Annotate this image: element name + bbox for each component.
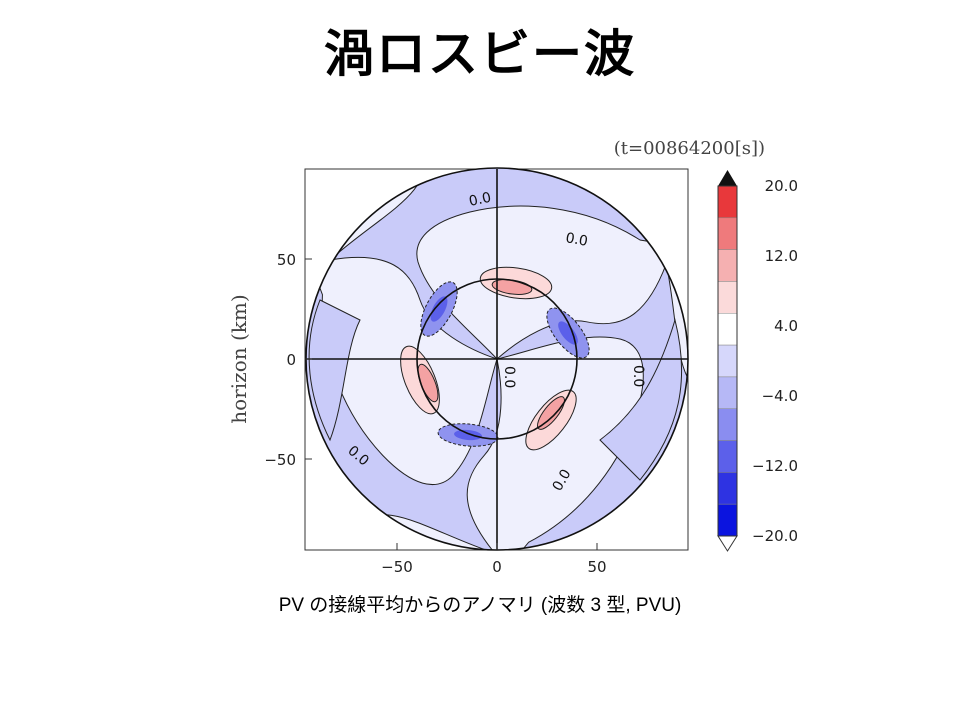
colorbar-max-arrow xyxy=(718,170,737,186)
y-tick-label: 50 xyxy=(277,251,296,269)
colorbar-level xyxy=(717,281,738,314)
colorbar-level xyxy=(717,408,738,441)
colorbar-level xyxy=(717,376,738,409)
contour-label: 0.0 xyxy=(630,365,646,387)
colorbar-level xyxy=(717,503,738,537)
colorbar-min-arrow xyxy=(717,535,738,552)
y-tick-label: −50 xyxy=(264,451,296,469)
colorbar-label: 20.0 xyxy=(765,177,798,195)
colorbar-level xyxy=(717,185,738,219)
colorbar-level xyxy=(717,344,738,378)
x-tick-label: 50 xyxy=(587,558,606,576)
y-axis-title: horizon (km) xyxy=(227,294,251,423)
slide-title: 渦ロスビー波 xyxy=(324,25,636,83)
contour-label: 0.0 xyxy=(501,366,517,388)
x-tick-label: −50 xyxy=(381,558,413,576)
colorbar-label: 4.0 xyxy=(774,317,798,335)
colorbar-level xyxy=(717,313,738,346)
colorbar-label: −12.0 xyxy=(752,457,798,475)
x-tick-label: 0 xyxy=(492,558,502,576)
time-label: (t=00864200[s]) xyxy=(614,138,765,159)
colorbar-level xyxy=(717,440,738,473)
colorbar-label: −4.0 xyxy=(762,387,798,405)
colorbar-label: −20.0 xyxy=(752,527,798,545)
colorbar xyxy=(717,185,738,537)
contour-label: 0.0 xyxy=(564,230,589,250)
colorbar-level xyxy=(717,249,738,282)
pv-field xyxy=(306,168,688,550)
y-tick-label: 0 xyxy=(286,351,296,369)
colorbar-level xyxy=(717,217,738,250)
figure-caption: PV の接線平均からのアノマリ (波数 3 型, PVU) xyxy=(278,595,682,616)
colorbar-label: 12.0 xyxy=(765,247,798,265)
contour-label: 0.0 xyxy=(468,190,493,210)
colorbar-level xyxy=(717,472,738,505)
